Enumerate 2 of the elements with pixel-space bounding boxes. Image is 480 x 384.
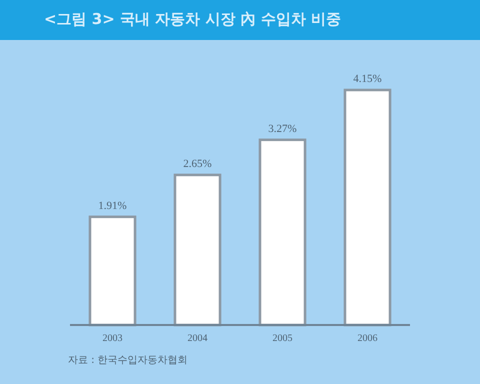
- title: <그림 3> 국내 자동차 시장 內 수입차 비중: [44, 10, 342, 28]
- annotation: 자료 : 한국수입자동차협회: [68, 355, 188, 366]
